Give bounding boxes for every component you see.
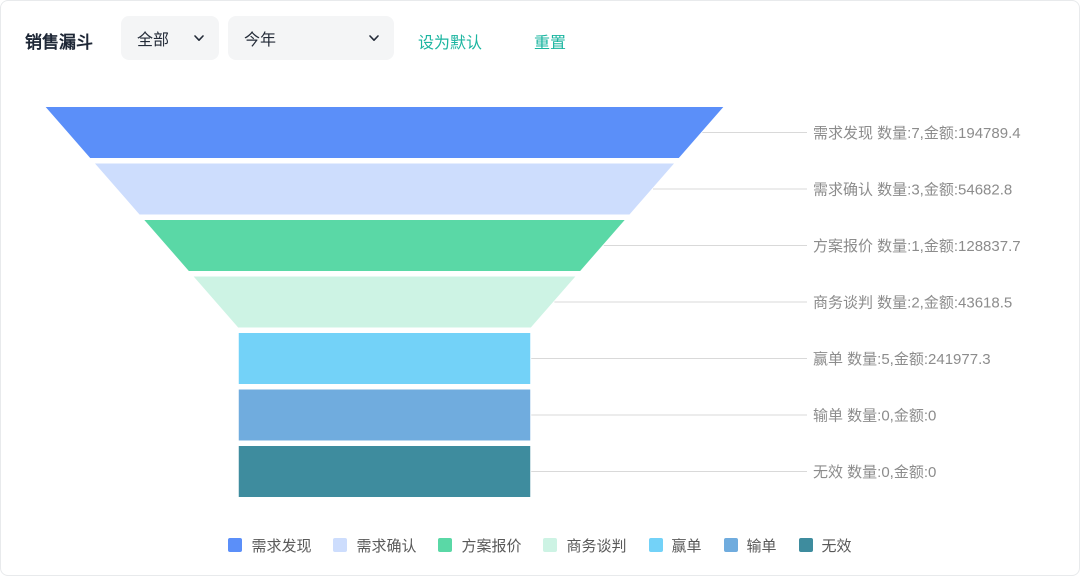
chevron-down-icon (369, 35, 379, 41)
legend-label: 无效 (821, 537, 852, 555)
legend-item-2[interactable]: 需求确认 (333, 535, 416, 556)
legend-swatch-icon (798, 538, 813, 552)
legend-label: 商务谈判 (566, 537, 627, 555)
funnel-stage-3[interactable] (139, 218, 630, 273)
filter-dropdown-period-value: 今年 (244, 32, 277, 49)
set-default-link[interactable]: 设为默认 (418, 35, 483, 52)
legend-label: 方案报价 (461, 537, 522, 555)
stage-label-1: 需求发现 数量:7,金额:194789.4 (813, 125, 1021, 142)
page-title: 销售漏斗 (25, 33, 93, 52)
stage-label-4: 商务谈判 数量:2,金额:43618.5 (813, 294, 1012, 311)
funnel-stage-5[interactable] (236, 331, 533, 386)
legend-swatch-icon (228, 538, 243, 552)
stage-label-2: 需求确认 数量:3,金额:54682.8 (813, 181, 1012, 198)
legend-item-3[interactable]: 方案报价 (438, 535, 521, 556)
funnel-stage-7[interactable] (236, 444, 533, 499)
legend-label: 赢单 (671, 537, 702, 555)
legend-label: 需求发现 (251, 537, 312, 555)
legend-label: 输单 (746, 537, 777, 555)
legend-label: 需求确认 (356, 537, 417, 555)
stage-label-7: 无效 数量:0,金额:0 (813, 464, 936, 481)
reset-link[interactable]: 重置 (534, 35, 567, 52)
chevron-down-icon (194, 35, 204, 41)
filter-dropdown-scope[interactable]: 全部 (121, 16, 219, 60)
stage-label-3: 方案报价 数量:1,金额:128837.7 (813, 237, 1021, 255)
legend-swatch-icon (543, 538, 558, 552)
filter-dropdown-scope-value: 全部 (137, 32, 170, 49)
legend-swatch-icon (723, 538, 738, 552)
legend-item-5[interactable]: 赢单 (648, 535, 702, 556)
funnel-stage-4[interactable] (189, 274, 580, 330)
legend-swatch-icon (333, 538, 348, 552)
legend-swatch-icon (438, 538, 453, 552)
legend-swatch-icon (648, 538, 663, 552)
funnel-stage-1[interactable] (41, 105, 728, 160)
funnel-stage-2[interactable] (90, 161, 679, 217)
legend-item-7[interactable]: 无效 (798, 535, 852, 556)
funnel-stage-6[interactable] (236, 387, 533, 443)
stage-label-5: 赢单 数量:5,金额:241977.3 (813, 351, 991, 368)
stage-label-6: 输单 数量:0,金额:0 (813, 407, 936, 424)
chart-legend: 需求发现 需求确认 方案报价 商务谈判 赢单 输单 无效 (1, 532, 1079, 558)
filter-dropdown-period[interactable]: 今年 (228, 16, 394, 60)
legend-item-1[interactable]: 需求发现 (228, 535, 311, 556)
legend-item-4[interactable]: 商务谈判 (543, 535, 627, 556)
legend-item-6[interactable]: 输单 (723, 535, 777, 556)
